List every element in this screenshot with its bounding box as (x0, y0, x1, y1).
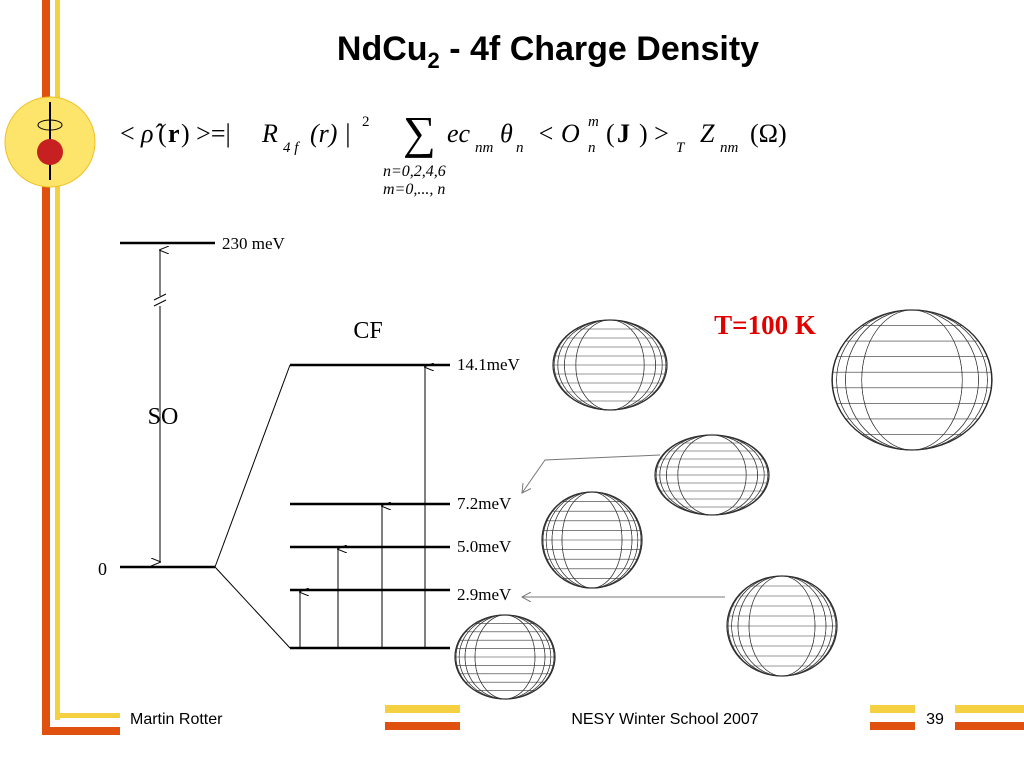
mesh-line (474, 614, 536, 700)
orange-bar (42, 0, 50, 735)
level-label: 2.9meV (457, 585, 512, 604)
mesh-line (748, 575, 816, 677)
mesh-line (575, 319, 645, 411)
yellow-bar (55, 713, 120, 718)
formula-part: Z (700, 119, 715, 148)
cf-label: CF (353, 318, 382, 344)
orange-bar (955, 722, 1024, 730)
connector (214, 364, 291, 568)
formula-part: θ (500, 119, 513, 148)
formula-part: < (120, 119, 135, 148)
break (153, 299, 167, 307)
formula-part: < O (537, 119, 580, 148)
formula-part: r (168, 119, 180, 148)
orange-bar (42, 727, 120, 735)
formula-part: J (617, 119, 630, 148)
sum-limit: n=0,2,4,6 (383, 163, 446, 180)
formula-part: ( (606, 119, 615, 148)
yellow-bar (385, 705, 460, 713)
formula-part: m (588, 114, 599, 130)
title-text: NdCu (337, 30, 428, 68)
charge-density-mesh (831, 309, 993, 451)
mesh-outline (831, 309, 993, 451)
formula-part: ) > (639, 119, 669, 148)
level-label: 230 meV (222, 234, 286, 253)
formula-part: (Ω) (750, 119, 787, 148)
formula-part: nm (475, 140, 494, 156)
logo-orbit (37, 119, 63, 131)
charge-density-mesh (454, 614, 556, 700)
footer-page: 39 (926, 711, 944, 728)
formula-part: ( (158, 119, 167, 148)
charge-density-mesh (726, 575, 838, 677)
formula-part: ) >=| (181, 119, 231, 148)
title: NdCu2 - 4f Charge Density (337, 30, 759, 73)
orange-bar (870, 722, 915, 730)
charge-density-mesh (552, 319, 668, 411)
pointer (522, 454, 661, 493)
sum-limit: m=0,..., n (383, 181, 445, 198)
level-label: 0 (98, 559, 107, 579)
footer-event: NESY Winter School 2007 (571, 711, 758, 728)
formula-part: 2 (362, 114, 370, 130)
formula-part: R (261, 119, 278, 148)
mesh-line (861, 309, 963, 451)
so-label: SO (148, 404, 179, 430)
formula-part: ∑ (403, 107, 436, 158)
temperature-label: T=100 K (714, 310, 816, 340)
decoration (4, 0, 1024, 735)
charge-density-mesh (654, 434, 770, 516)
formula-part: nm (720, 140, 739, 156)
logo-ball (37, 139, 63, 165)
charge-density-mesh (541, 491, 643, 589)
diagram: 230 meV SO 0 CF 14.1meV 7.2meV 5.0meV 2.… (98, 234, 993, 700)
level-label: 5.0meV (457, 537, 512, 556)
title-text: - 4f Charge Density (440, 30, 759, 68)
yellow-bar (870, 705, 915, 713)
yellow-bar (55, 0, 60, 720)
mesh-line (561, 491, 623, 589)
footer-author: Martin Rotter (130, 711, 223, 728)
formula-part: T (676, 140, 686, 156)
orange-bar (385, 722, 460, 730)
level-label: 7.2meV (457, 494, 512, 513)
yellow-bar (955, 705, 1024, 713)
formula-part: ec (447, 119, 471, 148)
title-subscript: 2 (428, 48, 440, 73)
formula-part: n (516, 140, 524, 156)
formula-part: (r) | (310, 119, 351, 148)
formula-part: n (588, 140, 596, 156)
connector (214, 566, 291, 649)
formula-part: 4 f (283, 140, 300, 156)
mesh-line (677, 434, 747, 516)
break (153, 293, 167, 301)
level-label: 14.1meV (457, 355, 521, 374)
